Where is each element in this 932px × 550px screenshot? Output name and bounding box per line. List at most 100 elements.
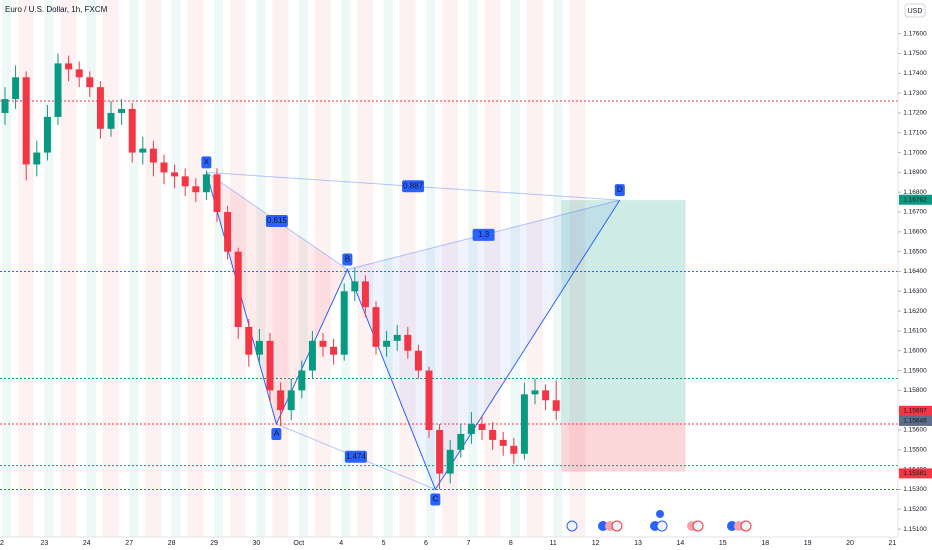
x-tick-label: 14 bbox=[677, 540, 685, 547]
y-tick-label: 1.16400 bbox=[903, 268, 927, 275]
y-tick-label: 1.15100 bbox=[903, 526, 927, 533]
candle-body bbox=[245, 326, 253, 355]
x-tick-label: 18 bbox=[761, 540, 769, 547]
candle-body bbox=[266, 340, 274, 391]
candle-body bbox=[542, 390, 550, 401]
x-tick-label: 2 bbox=[0, 540, 4, 547]
candle-body bbox=[319, 340, 327, 347]
session-red bbox=[272, 0, 289, 537]
x-tick-label: 28 bbox=[168, 540, 176, 547]
session-green bbox=[44, 0, 54, 537]
point-box bbox=[271, 428, 282, 441]
session-green bbox=[2, 0, 11, 537]
session-green bbox=[341, 0, 351, 537]
point-box bbox=[342, 253, 353, 266]
candle-body bbox=[436, 429, 444, 474]
point-label: A bbox=[274, 429, 280, 438]
session-red bbox=[442, 0, 458, 537]
price-tag bbox=[899, 415, 932, 426]
y-tick-label: 1.16300 bbox=[903, 288, 927, 295]
price-tag-label: 1.16762 bbox=[903, 196, 927, 203]
currency-box[interactable] bbox=[904, 3, 926, 18]
x-tick-label: 13 bbox=[634, 540, 642, 547]
point-label: X bbox=[204, 158, 210, 167]
candle-body bbox=[22, 77, 30, 165]
y-tick-label: 1.16600 bbox=[903, 229, 927, 236]
y-tick-label: 1.15200 bbox=[903, 506, 927, 513]
candle-body bbox=[499, 439, 507, 446]
candle-body bbox=[478, 424, 486, 430]
session-red bbox=[60, 0, 77, 537]
candle-body bbox=[277, 390, 285, 411]
session-green bbox=[171, 0, 181, 537]
x-tick-label: 6 bbox=[424, 540, 428, 547]
candle-body bbox=[425, 370, 433, 430]
candle-body bbox=[86, 77, 94, 88]
candle-body bbox=[446, 449, 454, 474]
price-axis bbox=[898, 0, 932, 550]
axes: 1.151001.152001.153001.154001.155001.156… bbox=[0, 30, 932, 547]
plot-area: 0.615 1.3 0.887 1.474 X A B C D bbox=[0, 53, 898, 506]
session-red bbox=[314, 0, 331, 537]
symbol-title: Euro / U.S. Dollar, 1h, FXCM bbox=[5, 5, 108, 14]
candle-body bbox=[192, 186, 200, 193]
candle-body bbox=[520, 394, 528, 454]
candle-body bbox=[308, 340, 316, 371]
point-label: C bbox=[432, 495, 438, 504]
candle-body bbox=[75, 69, 83, 78]
session-green bbox=[86, 0, 96, 537]
y-tick-label: 1.15900 bbox=[903, 367, 927, 374]
ratio-box bbox=[344, 450, 367, 463]
candle-body bbox=[298, 370, 306, 391]
ratio-label: 0.887 bbox=[403, 181, 424, 190]
candle-body bbox=[171, 172, 179, 177]
ratio-label: 0.615 bbox=[267, 216, 288, 225]
candle-body bbox=[96, 87, 104, 129]
session-green bbox=[468, 0, 478, 537]
y-tick-label: 1.16000 bbox=[903, 347, 927, 354]
session-green bbox=[383, 0, 393, 537]
candle-body bbox=[287, 390, 295, 411]
y-tick-label: 1.17100 bbox=[903, 129, 927, 136]
candle-body bbox=[12, 77, 20, 100]
session-red bbox=[357, 0, 374, 537]
y-tick-label: 1.16500 bbox=[903, 248, 927, 255]
candle-body bbox=[54, 63, 62, 117]
candle-body bbox=[181, 176, 189, 187]
y-tick-label: 1.15300 bbox=[903, 486, 927, 493]
candle-body bbox=[1, 99, 9, 113]
x-tick-label: 4 bbox=[339, 540, 343, 547]
candle-body bbox=[383, 340, 391, 347]
price-tag-label: 1.15646 bbox=[903, 418, 927, 425]
session-green bbox=[298, 0, 308, 537]
y-tick-label: 1.17300 bbox=[903, 90, 927, 97]
stop-zone bbox=[561, 422, 686, 472]
ratio-label: 1.3 bbox=[478, 230, 490, 239]
point-box bbox=[614, 184, 625, 197]
target-zone bbox=[561, 200, 686, 423]
candle-body bbox=[149, 148, 157, 163]
ratio-label: 1.474 bbox=[346, 452, 367, 461]
y-tick-label: 1.17600 bbox=[903, 30, 927, 37]
candle-body bbox=[107, 112, 115, 129]
candle-body bbox=[234, 251, 242, 327]
ratio-box bbox=[472, 228, 495, 241]
y-tick-label: 1.16800 bbox=[903, 189, 927, 196]
session-red bbox=[187, 0, 204, 537]
session-red bbox=[526, 0, 543, 537]
candle-body bbox=[351, 281, 359, 292]
candle-body bbox=[213, 174, 221, 213]
session-red bbox=[145, 0, 162, 537]
y-tick-label: 1.16200 bbox=[903, 308, 927, 315]
session-red bbox=[569, 0, 586, 537]
x-tick-label: 12 bbox=[592, 540, 600, 547]
y-tick-label: 1.16100 bbox=[903, 328, 927, 335]
ratio-box bbox=[402, 180, 425, 193]
candle-body bbox=[393, 334, 401, 341]
session-green bbox=[256, 0, 266, 537]
candle-body bbox=[330, 346, 338, 355]
session-green bbox=[426, 0, 435, 537]
x-tick-label: 8 bbox=[509, 540, 513, 547]
price-tag bbox=[899, 194, 932, 205]
